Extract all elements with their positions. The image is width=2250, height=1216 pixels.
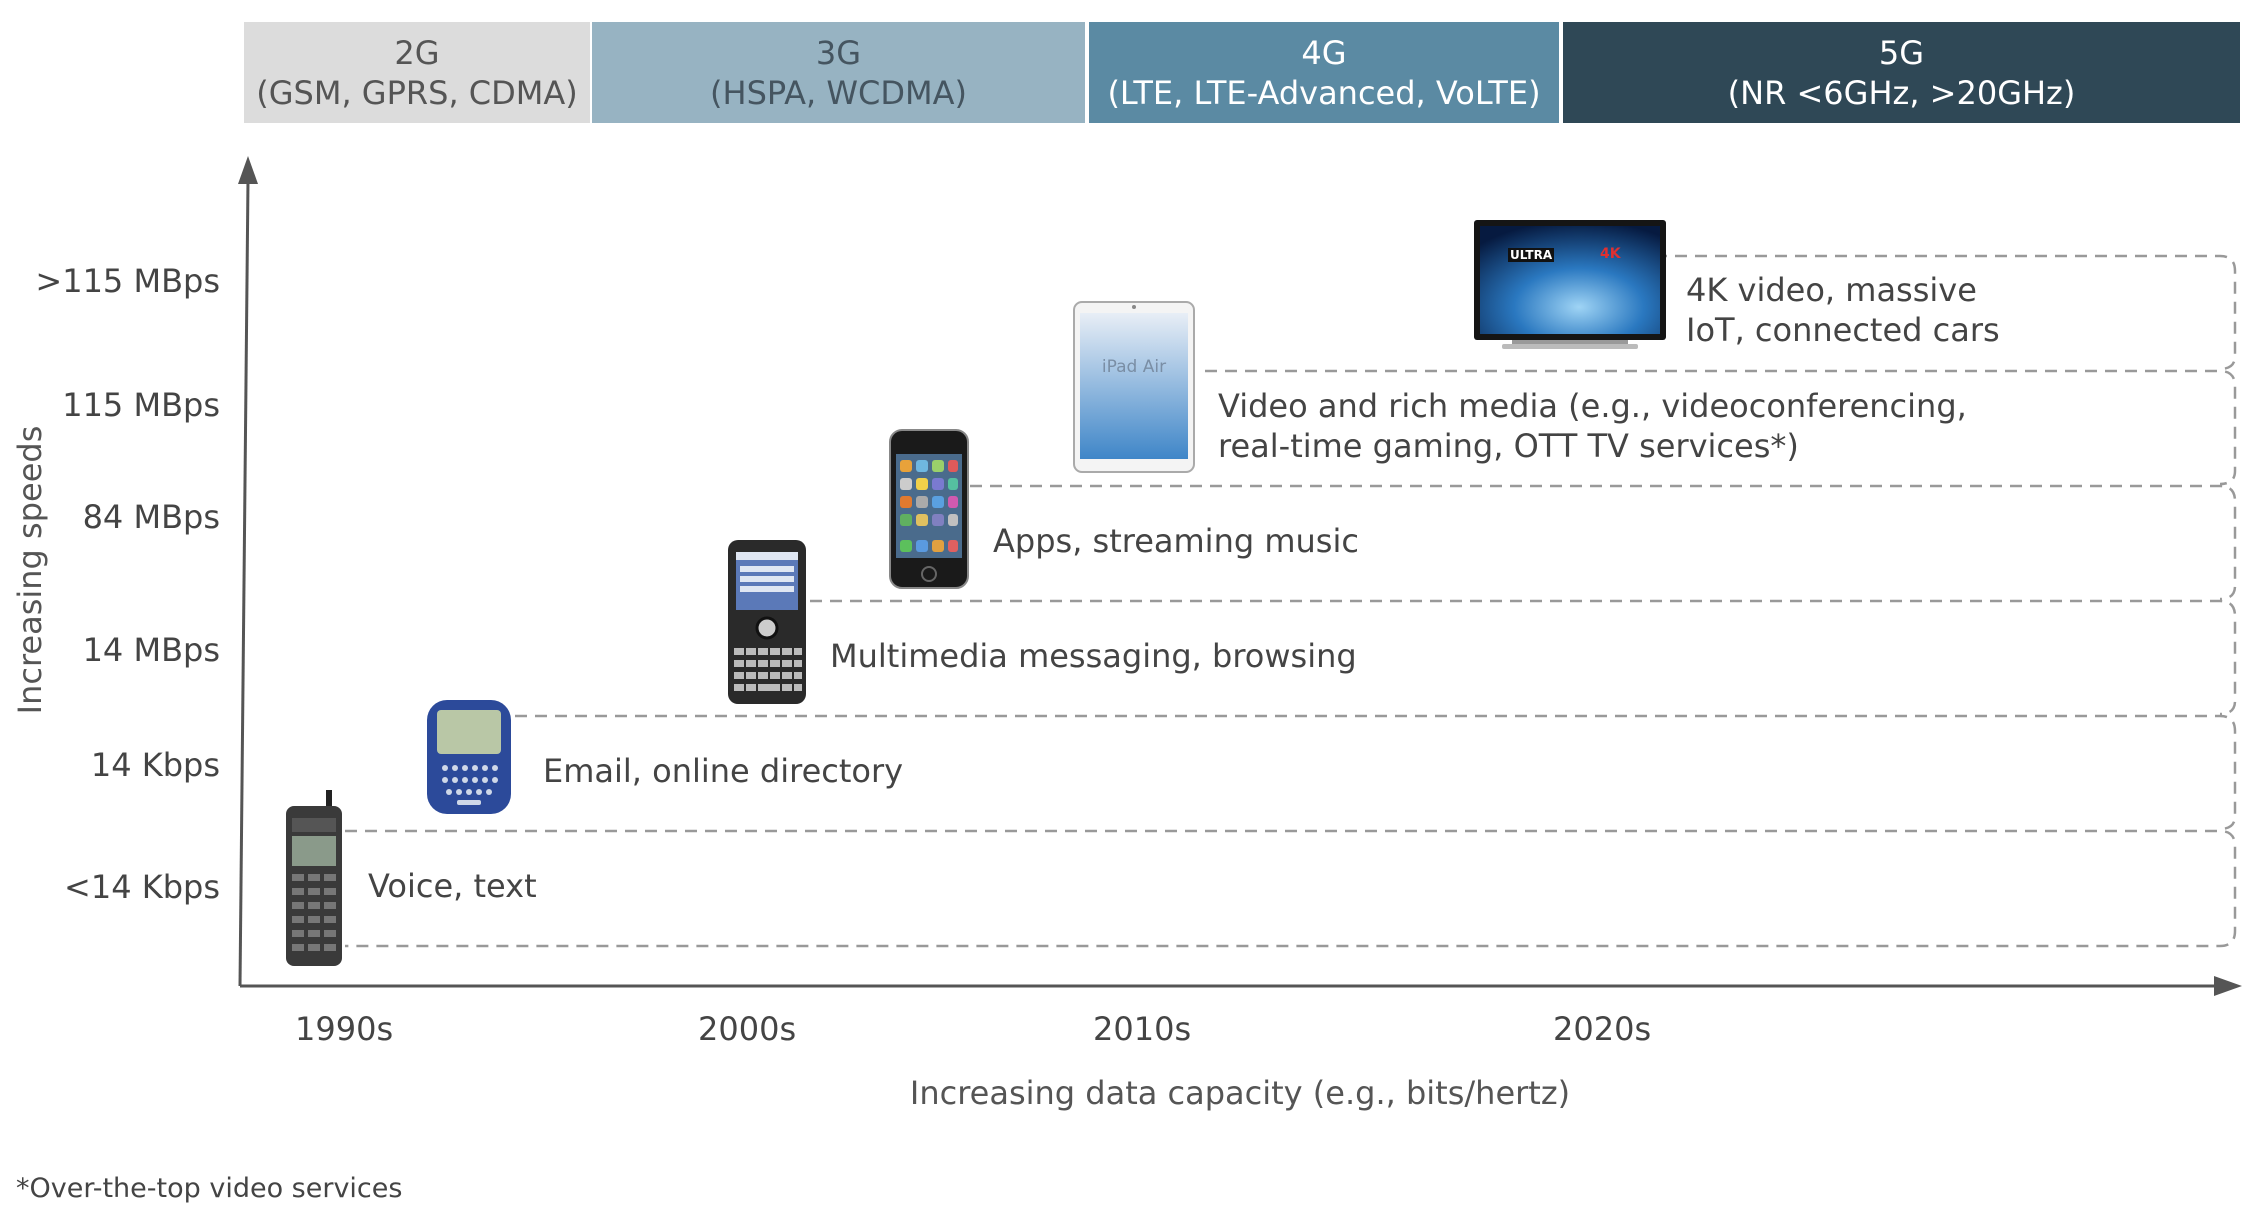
speed-label: 115 MBps [62,386,220,424]
speed-label: 84 MBps [82,498,220,536]
generation-name: 4G [1301,33,1347,72]
y-axis-label: Increasing speeds [11,425,49,715]
generation-technologies: (NR <6GHz, >20GHz) [1727,73,2076,112]
speed-label: <14 Kbps [64,868,220,906]
touchscreen-smartphone-icon [889,429,969,589]
tablet-screen-label: iPad Air [1101,357,1167,377]
use-case-line: Email, online directory [543,752,904,790]
generation-band-2g: 2G (GSM, GPRS, CDMA) [244,22,590,123]
use-case-4k-iot: 4K video, massive IoT, connected cars [1686,270,2000,350]
decade-label: 2000s [698,1010,797,1048]
generation-band-5g: 5G (NR <6GHz, >20GHz) [1563,22,2240,123]
speed-step-line [1205,369,2237,486]
tv-logo-4k: 4K [1600,246,1621,262]
use-case-line: 4K video, massive [1686,271,1977,309]
brick-phone-icon [286,790,342,966]
use-case-line: Video and rich media (e.g., videoconfere… [1218,387,1967,425]
generation-name: 2G [394,33,440,72]
decade-label: 2020s [1553,1010,1652,1048]
use-case-voice-text: Voice, text [368,866,537,906]
use-case-line: Voice, text [368,867,537,905]
speed-label: >115 MBps [35,262,220,300]
use-case-line: real-time gaming, OTT TV services*) [1218,427,1799,465]
use-case-line: Multimedia messaging, browsing [830,637,1357,675]
generation-name: 3G [815,33,862,72]
generation-band-3g: 3G (HSPA, WCDMA) [592,22,1085,123]
tv-frame [1474,220,1666,349]
tv-logo-ultra: ULTRA [1508,248,1555,262]
decade-label: 1990s [295,1010,394,1048]
decade-label: 2010s [1093,1010,1192,1048]
generation-band-4g: 4G (LTE, LTE-Advanced, VoLTE) [1089,22,1559,123]
speed-step-line [345,829,2237,948]
use-case-multimedia: Multimedia messaging, browsing [830,636,1357,676]
generation-technologies: (LTE, LTE-Advanced, VoLTE) [1107,73,1541,112]
qwerty-smartphone-icon [728,540,806,704]
generation-technologies: (GSM, GPRS, CDMA) [256,73,578,112]
tablet-icon: iPad Air [1073,301,1195,473]
use-case-video-rich-media: Video and rich media (e.g., videoconfere… [1218,386,1967,466]
generation-name: 5G [1878,33,1925,72]
television-icon: ULTRA 4K [1472,206,1668,356]
use-case-line: IoT, connected cars [1686,311,2000,349]
x-axis [240,976,2242,996]
tablet-frame [1073,301,1195,473]
x-axis-label: Increasing data capacity (e.g., bits/her… [909,1074,1571,1112]
use-case-apps: Apps, streaming music [993,521,1359,561]
use-case-email: Email, online directory [543,751,903,791]
speed-step-line [515,714,2237,831]
speed-label: 14 MBps [82,631,220,669]
generation-technologies: (HSPA, WCDMA) [710,73,967,112]
messenger-phone-icon [427,700,511,814]
speed-step-line [1495,254,2237,371]
footnote: *Over-the-top video services [16,1173,403,1204]
use-case-line: Apps, streaming music [993,522,1359,560]
speed-label: 14 Kbps [90,746,220,784]
y-axis [238,156,258,987]
